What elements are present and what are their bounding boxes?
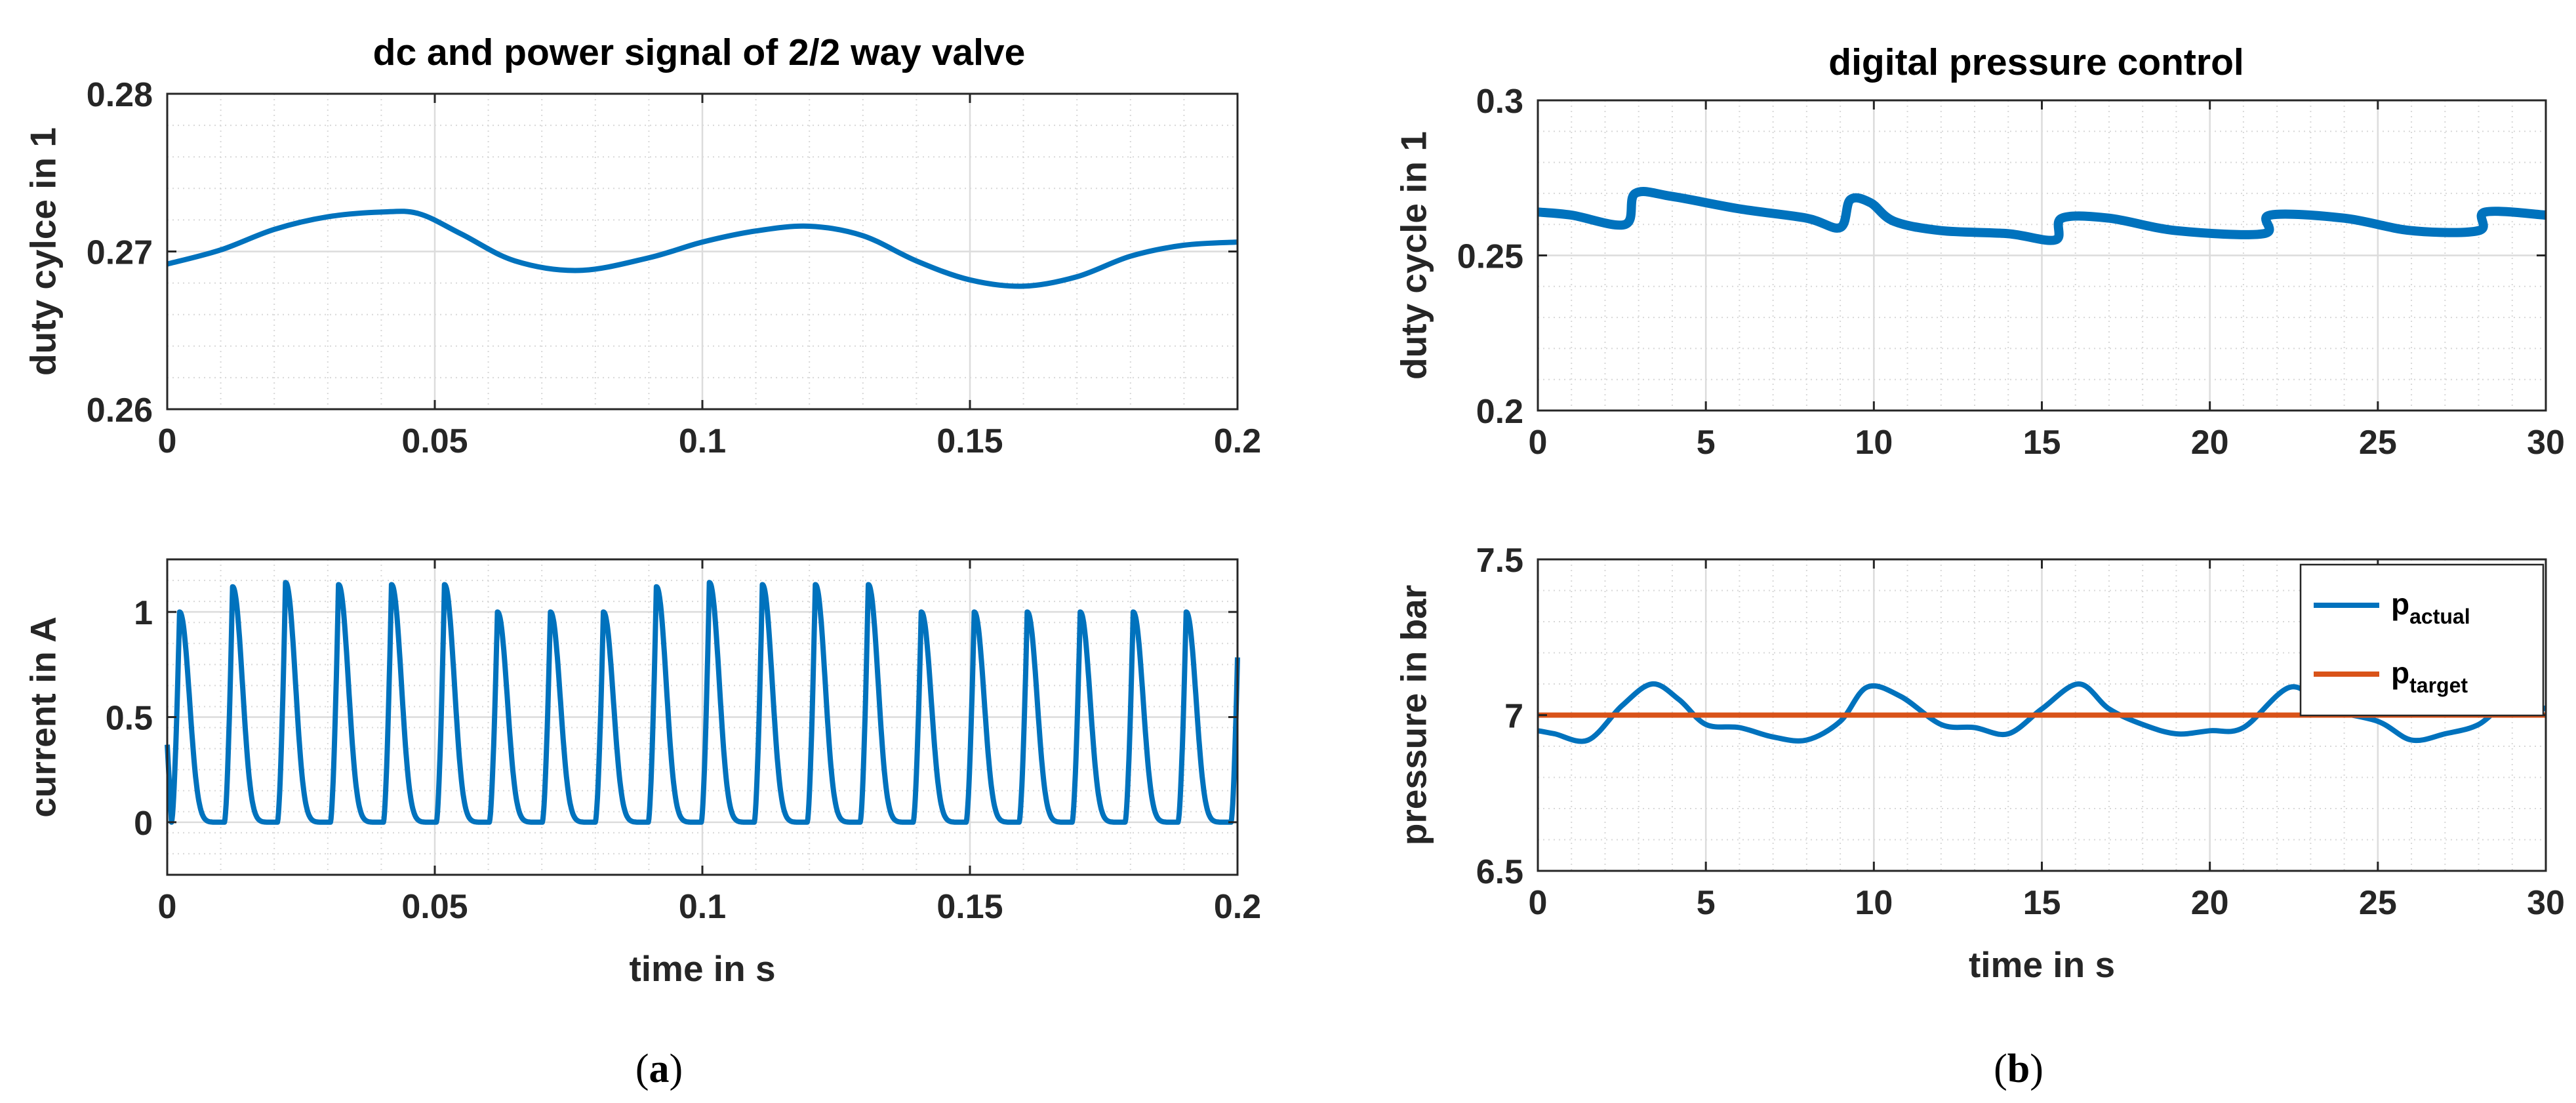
y-tick-label: 7 — [1504, 698, 1523, 736]
legend-entry-main: p — [2391, 587, 2409, 621]
y-axis-label: duty cycle in 1 — [1394, 131, 1434, 380]
caption-open: ( — [1994, 1047, 2007, 1091]
x-axis-label: time in s — [1969, 944, 2115, 985]
chart-current: 0 0.05 0.1 0.15 0.2 0 0.5 1 time in s current in … — [23, 558, 1261, 989]
x-tick-label: 25 — [2359, 424, 2397, 462]
x-tick-label: 0 — [158, 888, 177, 926]
x-tick-label: 0.1 — [679, 888, 726, 926]
y-tick-label: 0 — [134, 805, 153, 843]
x-tick-label: 10 — [1855, 884, 1893, 922]
x-tick-label: 0 — [1529, 424, 1548, 462]
chart-title: digital pressure control — [1828, 41, 2244, 83]
x-tick-label: 25 — [2359, 884, 2397, 922]
series-line-duty-cycle — [1537, 187, 2546, 245]
caption-close: ) — [670, 1047, 683, 1091]
x-tick-label: 10 — [1855, 424, 1893, 462]
chart-duty-cycle-pressure-control: digital pressure control 0 5 10 15 20 25 30 0.2… — [1394, 41, 2565, 462]
series-line-duty-cycle — [166, 209, 1238, 289]
caption-letter: a — [649, 1047, 670, 1091]
y-axis-label: duty cylce in 1 — [23, 127, 64, 376]
caption-letter: b — [2007, 1047, 2030, 1091]
legend-entry-sub: target — [2409, 673, 2468, 697]
legend-entry-main: p — [2391, 656, 2409, 690]
caption-close: ) — [2030, 1047, 2043, 1091]
series-line-current — [165, 580, 1240, 825]
x-tick-label: 0.15 — [936, 888, 1003, 926]
chart-title: dc and power signal of 2/2 way valve — [373, 31, 1026, 73]
y-axis-label: current in A — [23, 616, 64, 818]
legend-entry-label: ptarget — [2391, 656, 2468, 697]
x-tick-label: 0 — [1529, 884, 1548, 922]
y-tick-label: 0.2 — [1476, 393, 1523, 431]
caption-open: ( — [635, 1047, 649, 1091]
x-tick-label: 20 — [2191, 424, 2229, 462]
y-tick-label: 0.25 — [1457, 238, 1523, 276]
x-tick-label: 0.2 — [1214, 422, 1261, 460]
x-tick-label: 0.05 — [401, 888, 468, 926]
caption-b: (b) — [1994, 1047, 2043, 1091]
x-tick-label: 5 — [1697, 424, 1716, 462]
x-tick-label: 0.1 — [679, 422, 726, 460]
x-tick-label: 0 — [158, 422, 177, 460]
y-tick-label: 1 — [134, 594, 153, 632]
x-tick-label: 5 — [1697, 884, 1716, 922]
legend-entry-sub: actual — [2409, 605, 2470, 628]
x-tick-label: 15 — [2023, 424, 2061, 462]
y-tick-label: 0.27 — [87, 234, 153, 272]
x-tick-label: 0.2 — [1214, 888, 1261, 926]
y-tick-label: 0.28 — [87, 76, 153, 114]
y-tick-label: 0.5 — [106, 700, 153, 738]
caption-a: (a) — [635, 1047, 683, 1091]
y-axis-label: pressure in bar — [1394, 585, 1434, 845]
x-tick-label: 0.15 — [936, 422, 1003, 460]
x-axis-label: time in s — [629, 948, 775, 989]
x-tick-label: 0.05 — [401, 422, 468, 460]
chart-duty-cycle-valve: dc and power signal of 2/2 way valve 0 0.… — [23, 31, 1262, 460]
legend-box — [2299, 563, 2545, 717]
y-tick-label: 6.5 — [1476, 853, 1523, 891]
chart-pressure: 0 5 10 15 20 25 30 6.5 7 7.5 time in s pressure in … — [1394, 542, 2565, 985]
series-line-p-actual — [1537, 681, 2547, 744]
y-tick-label: 0.26 — [87, 391, 153, 430]
x-tick-label: 15 — [2023, 884, 2061, 922]
legend-entry-label: pactual — [2391, 587, 2470, 628]
x-tick-label: 30 — [2527, 424, 2565, 462]
x-tick-label: 20 — [2191, 884, 2229, 922]
y-tick-label: 7.5 — [1476, 542, 1523, 580]
x-tick-label: 30 — [2527, 884, 2565, 922]
y-tick-label: 0.3 — [1476, 83, 1523, 121]
